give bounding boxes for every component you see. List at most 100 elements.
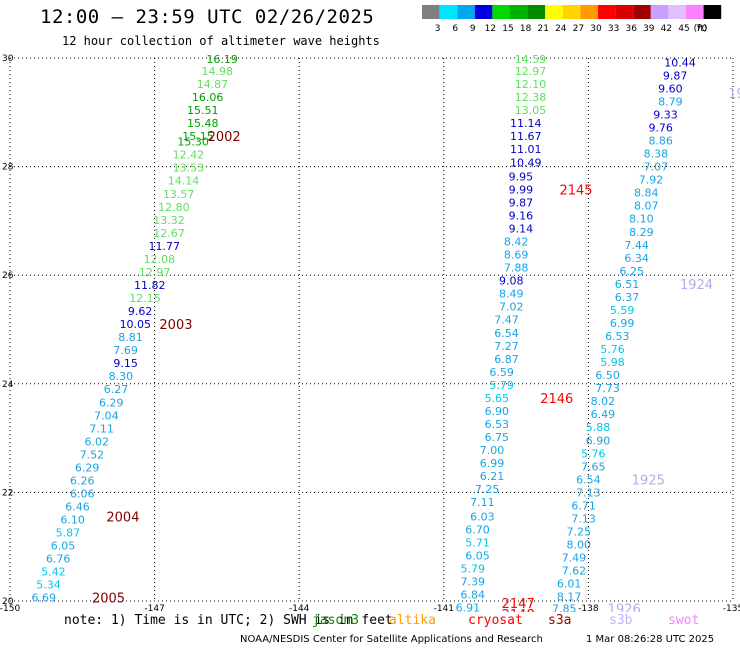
legend-tick-label: 27 <box>573 24 584 34</box>
legend-swatch <box>545 5 563 19</box>
wave-height-value: 7.49 <box>562 552 587 565</box>
wave-height-value: 7.11 <box>89 422 114 435</box>
wave-height-value: 9.33 <box>653 108 678 121</box>
legend-swatch <box>562 5 581 19</box>
wave-height-value: 6.03 <box>470 510 495 523</box>
wave-height-value: 8.38 <box>644 148 669 161</box>
y-tick-label: 28 <box>2 163 14 173</box>
wave-height-value: 6.27 <box>104 383 129 396</box>
wave-height-value: 7.25 <box>475 483 500 496</box>
wave-height-value: 7.13 <box>576 486 601 499</box>
wave-height-value: 7.69 <box>113 344 138 357</box>
wave-height-value: 5.79 <box>460 562 485 575</box>
legend-swatch <box>527 5 546 19</box>
x-tick-label: -138 <box>578 604 599 612</box>
legend-tick-label: 42 <box>661 24 672 34</box>
wave-height-value: 5.34 <box>36 579 61 592</box>
satellite-swot: swot <box>668 613 700 628</box>
legend-swatch <box>580 5 598 19</box>
legend-swatch <box>633 5 651 19</box>
wave-height-value: 8.69 <box>504 249 529 262</box>
wave-height-value: 7.13 <box>571 512 596 525</box>
pass-time-label: 2002 <box>208 130 241 145</box>
pass-time-label: 2003 <box>159 318 192 333</box>
wave-height-value: 5.42 <box>41 566 66 579</box>
wave-height-value: 7.39 <box>460 575 485 588</box>
legend-tick-label: 36 <box>625 24 637 34</box>
wave-height-value: 5.79 <box>489 379 514 392</box>
pass-time-label: 2004 <box>106 510 139 525</box>
wave-height-value: 9.60 <box>658 82 683 95</box>
legend-swatch <box>650 5 669 19</box>
wave-height-value: 6.54 <box>576 473 601 486</box>
wave-height-value: 9.08 <box>499 275 524 288</box>
wave-height-value: 8.86 <box>648 135 673 148</box>
wave-height-value: 7.27 <box>494 340 519 353</box>
wave-height-value: 9.95 <box>509 170 534 183</box>
wave-height-value: 7.85 <box>552 603 577 612</box>
wave-height-value: 6.06 <box>70 487 95 500</box>
legend-swatch <box>686 5 704 19</box>
wave-height-value: 6.50 <box>595 369 620 382</box>
wave-height-value: 9.15 <box>113 357 138 370</box>
wave-height-value: 12.67 <box>153 227 185 240</box>
wave-height-value: 7.92 <box>639 174 664 187</box>
wave-height-value: 12.10 <box>515 78 547 91</box>
wave-height-value: 13.57 <box>163 188 195 201</box>
satellite-cryosat: cryosat <box>468 613 523 628</box>
footnote: note: 1) Time is in UTC; 2) SWH is in fe… <box>64 613 393 628</box>
legend-swatch <box>510 5 528 19</box>
wave-height-value: 11.67 <box>510 130 542 143</box>
legend-tick-label: 45 <box>678 24 689 34</box>
wave-height-value: 10.05 <box>120 318 152 331</box>
legend-swatch <box>668 5 686 19</box>
pass-time-label: 19 <box>728 87 740 102</box>
footer-organization: NOAA/NESDIS Center for Satellite Applica… <box>240 634 543 645</box>
legend-tick-label: 24 <box>555 24 567 34</box>
wave-height-value: 6.76 <box>46 553 71 566</box>
wave-height-value: 11.01 <box>510 143 542 156</box>
wave-height-value: 6.29 <box>99 396 124 409</box>
x-tick-label: -144 <box>289 604 310 612</box>
wave-height-value: 10.44 <box>664 56 696 69</box>
wave-height-value: 6.46 <box>65 501 90 514</box>
satellite-s3a: s3a <box>548 613 572 628</box>
pass-time-label: 2005 <box>92 592 125 607</box>
wave-height-value: 12.97 <box>139 266 171 279</box>
wave-height-value: 9.87 <box>663 69 688 82</box>
y-tick-label: 20 <box>2 597 14 607</box>
wave-height-value: 8.02 <box>591 395 616 408</box>
wave-height-value: 15.51 <box>187 104 219 117</box>
legend-tick-label: 21 <box>537 24 548 34</box>
wave-height-value: 11.14 <box>510 117 542 130</box>
wave-height-value: 15.15 <box>182 130 214 143</box>
wave-height-value: 6.01 <box>557 578 582 591</box>
wave-height-value: 10.49 <box>510 156 542 169</box>
wave-height-value: 12.42 <box>173 149 205 162</box>
wave-height-chart: -150 -147 -144 -141 -138 -135 20 22 24 26 28 30 16.1… <box>0 53 740 612</box>
wave-height-value: 6.05 <box>465 549 490 562</box>
wave-height-value: 5.59 <box>610 304 635 317</box>
legend-tick-label: 12 <box>485 24 496 34</box>
wave-height-value: 8.84 <box>634 187 659 200</box>
wave-height-value: 15.30 <box>177 136 209 149</box>
wave-height-value: 12.80 <box>158 201 190 214</box>
wave-height-value: 7.65 <box>581 460 606 473</box>
pass-time-label: 2147 <box>502 597 535 612</box>
legend-tick-label: 6 <box>452 24 458 34</box>
wave-height-value: 6.53 <box>605 330 630 343</box>
legend-swatch <box>422 5 440 19</box>
wave-height-value: 12.08 <box>144 253 176 266</box>
wave-height-value: 7.25 <box>567 525 592 538</box>
wave-height-value: 9.87 <box>509 196 534 209</box>
wave-height-value: 8.79 <box>658 95 683 108</box>
wave-height-value: 6.21 <box>480 470 505 483</box>
wave-height-value: 8.30 <box>109 370 134 383</box>
wave-height-value: 5.98 <box>600 356 625 369</box>
wave-height-value: 6.53 <box>485 418 510 431</box>
pass-time-label: 2145 <box>559 183 592 198</box>
legend-tick-label: 70 <box>696 24 708 34</box>
legend-tick-label: 3 <box>435 24 441 34</box>
wave-height-value: 14.87 <box>197 78 229 91</box>
satellite-altika: altika <box>389 613 436 628</box>
